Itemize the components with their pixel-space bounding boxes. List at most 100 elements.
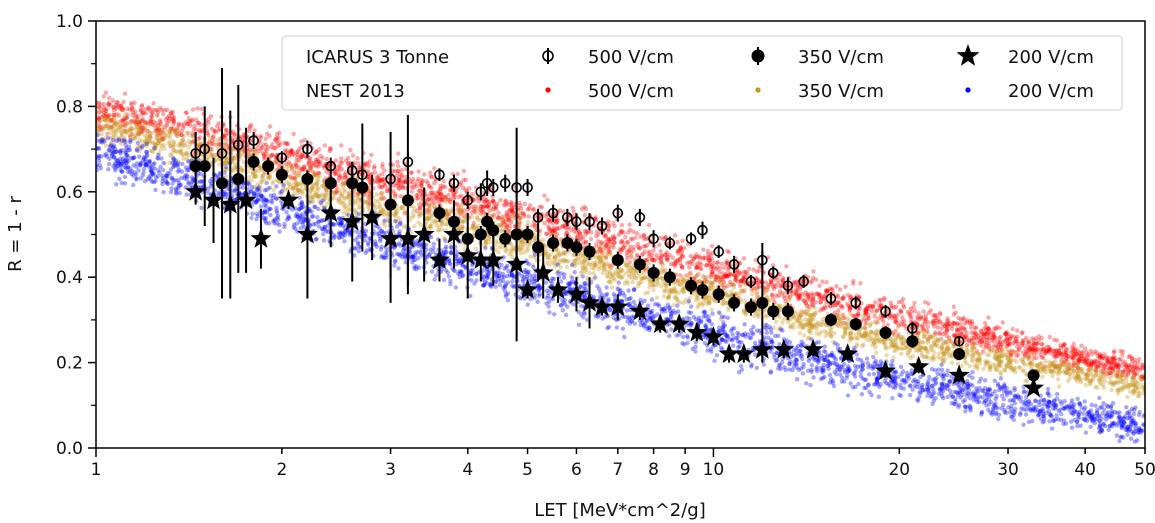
nest-point	[1014, 359, 1019, 364]
nest-point	[284, 148, 290, 153]
nest-point	[130, 110, 136, 115]
nest-point	[99, 115, 104, 120]
nest-point	[166, 118, 172, 124]
nest-point	[353, 208, 358, 213]
nest-point	[820, 316, 826, 321]
nest-point	[548, 232, 553, 237]
nest-point	[466, 186, 472, 191]
nest-point	[1125, 372, 1131, 377]
nest-point	[150, 111, 155, 117]
nest-point	[596, 248, 602, 253]
nest-point	[765, 284, 771, 289]
nest-point	[189, 118, 194, 124]
nest-point	[1067, 366, 1072, 371]
nest-point	[561, 209, 566, 214]
nest-point	[498, 197, 503, 203]
nest-point	[507, 223, 512, 229]
nest-point	[291, 131, 296, 137]
nest-point	[658, 256, 663, 261]
nest-point	[1071, 341, 1077, 347]
nest-point	[296, 187, 301, 192]
nest-point	[547, 218, 552, 223]
nest-point	[1036, 334, 1042, 339]
nest-point	[1137, 365, 1143, 371]
nest-point	[250, 148, 255, 154]
nest-point	[1093, 384, 1098, 390]
nest-point	[105, 114, 110, 120]
nest-point	[167, 116, 172, 122]
nest-point	[931, 321, 936, 326]
nest-point	[602, 245, 607, 250]
nest-point	[434, 223, 439, 228]
nest-point	[286, 154, 292, 159]
nest-point	[926, 301, 931, 306]
nest-point	[937, 312, 943, 317]
nest-point	[216, 121, 221, 126]
nest-point	[129, 126, 135, 131]
nest-point	[216, 142, 222, 147]
nest-point	[193, 127, 199, 133]
nest-point	[771, 296, 776, 301]
nest-point	[414, 179, 420, 184]
nest-point	[970, 359, 975, 364]
nest-point	[974, 325, 979, 330]
nest-point	[336, 164, 341, 169]
nest-point	[185, 130, 190, 135]
nest-point	[1098, 362, 1104, 367]
nest-point	[959, 332, 964, 337]
nest-point	[343, 170, 348, 175]
nest-point	[894, 304, 899, 309]
nest-point	[605, 237, 611, 242]
nest-point	[340, 176, 345, 181]
nest-point	[839, 296, 844, 301]
nest-point	[142, 126, 147, 132]
nest-point	[657, 260, 662, 265]
nest-point	[547, 219, 552, 225]
nest-point	[262, 152, 267, 157]
nest-point	[1014, 338, 1020, 344]
nest-point	[1080, 359, 1085, 364]
nest-point	[1127, 353, 1133, 359]
nest-point	[954, 332, 959, 337]
nest-point	[805, 303, 810, 308]
nest-point	[649, 252, 654, 257]
nest-point	[664, 257, 670, 263]
nest-point	[288, 162, 293, 167]
nest-point	[1066, 353, 1072, 359]
nest-point	[700, 302, 705, 308]
nest-point	[1033, 341, 1039, 346]
nest-point	[820, 279, 825, 284]
nest-point	[979, 338, 984, 344]
nest-point	[707, 257, 713, 263]
nest-point	[678, 273, 683, 278]
nest-point	[988, 332, 993, 337]
nest-point	[977, 338, 982, 344]
nest-point	[275, 161, 281, 166]
nest-point	[101, 105, 107, 111]
nest-point	[923, 345, 929, 351]
nest-point	[706, 255, 711, 260]
nest-point	[476, 207, 482, 212]
nest-point	[580, 265, 585, 270]
nest-point	[924, 328, 929, 334]
nest-point	[631, 245, 636, 250]
nest-point	[611, 245, 616, 250]
nest-point	[949, 360, 955, 365]
nest-point	[841, 296, 846, 301]
nest-point	[711, 260, 716, 266]
nest-point	[478, 211, 483, 216]
nest-point	[383, 223, 388, 229]
nest-point	[593, 215, 598, 220]
nest-point	[282, 141, 287, 146]
nest-point	[1116, 357, 1122, 362]
nest-point	[110, 98, 116, 103]
nest-point	[625, 268, 631, 274]
nest-point	[717, 278, 722, 283]
nest-point	[1005, 338, 1010, 343]
nest-point	[687, 260, 692, 265]
nest-point	[801, 298, 806, 303]
nest-point	[900, 315, 905, 320]
nest-point	[1061, 354, 1066, 360]
nest-point	[1073, 346, 1078, 352]
nest-point	[916, 330, 921, 335]
